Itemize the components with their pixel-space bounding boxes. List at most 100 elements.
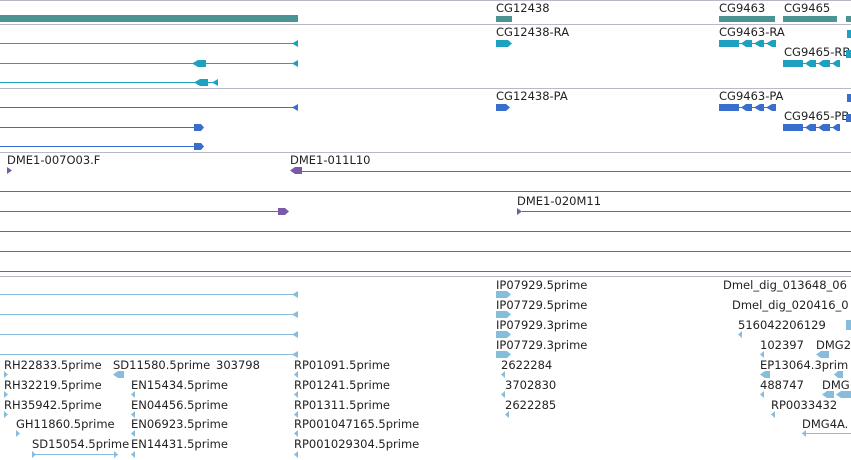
protein-feature[interactable] [783,124,840,131]
transcript-feature[interactable] [0,79,218,86]
est-feature[interactable] [771,411,775,418]
est-feature[interactable] [846,320,851,330]
est-label: RP0033432 [771,398,837,412]
est-track: IP07929.5prime IP07729.5prime IP07929.3p… [0,278,851,458]
gene-label: CG9463 [719,1,765,15]
est-feature[interactable] [496,351,511,358]
est-feature[interactable] [496,311,511,318]
est-feature[interactable] [294,451,298,458]
est-feature[interactable] [0,331,298,338]
est-feature[interactable] [834,371,843,378]
est-feature[interactable] [822,391,834,398]
protein-feature[interactable] [496,104,510,111]
est-feature[interactable] [131,391,135,398]
est-feature[interactable] [4,391,8,398]
gene-feature[interactable] [0,15,298,22]
est-feature[interactable] [760,351,764,358]
est-feature[interactable] [0,291,298,298]
clone-feature[interactable] [0,208,289,215]
track-dividers [0,0,851,277]
protein-feature[interactable] [0,143,204,150]
clone-feature[interactable] [290,167,851,174]
est-feature[interactable] [760,391,764,398]
transcript-feature[interactable] [783,60,840,67]
transcript-feature[interactable] [846,50,851,58]
est-label: SD15054.5prime [32,437,129,451]
gene-track: CG12438 CG9463 CG9465 [0,1,851,22]
transcript-feature[interactable] [719,40,776,47]
est-label: EN06923.5prime [131,417,228,431]
est-label: RH35942.5prime [4,398,102,412]
transcript-feature[interactable] [847,30,851,38]
est-feature[interactable] [738,331,742,338]
gene-label: CG9465 [784,1,830,15]
est-feature[interactable] [0,311,298,318]
est-label: 2622284 [501,358,552,372]
est-feature[interactable] [131,451,135,458]
est-label: EN04456.5prime [131,398,228,412]
protein-feature[interactable] [719,104,776,111]
est-label: IP07729.5prime [496,298,587,312]
est-feature[interactable] [505,411,509,418]
est-feature[interactable] [131,411,135,418]
est-feature[interactable] [131,430,135,437]
est-label: RP01091.5prime [294,358,390,372]
est-label: GH11860.5prime [16,417,115,431]
transcript-feature[interactable] [0,40,298,47]
est-feature[interactable] [760,371,770,378]
est-feature[interactable] [294,411,298,418]
est-label: IP07729.3prime [496,338,587,352]
est-feature[interactable] [32,451,118,458]
est-label: SD11580.5prime [113,358,210,372]
protein-label: CG9463-PA [719,89,784,103]
clone-feature[interactable] [517,208,851,215]
est-label: RP01311.5prime [294,398,390,412]
protein-feature[interactable] [847,94,851,102]
est-label: RP001029304.5prime [294,437,419,451]
est-label: 2622285 [505,398,556,412]
est-feature[interactable] [496,331,511,338]
est-feature[interactable] [4,411,8,418]
est-label: DMG4A. [802,417,848,431]
est-feature[interactable] [294,391,298,398]
protein-feature[interactable] [0,104,298,111]
protein-feature[interactable] [846,114,851,122]
clone-label: DME1-007O03.F [7,153,100,167]
est-label: RH22833.5prime [4,358,102,372]
est-feature[interactable] [802,430,851,437]
est-label: DMG2 [816,338,851,352]
protein-feature[interactable] [0,124,204,131]
est-label: DMG [822,378,850,392]
transcript-feature[interactable] [496,40,512,47]
est-feature[interactable] [496,291,511,298]
gene-feature[interactable] [496,16,512,22]
est-feature[interactable] [501,391,505,398]
est-feature[interactable] [294,371,298,378]
est-feature[interactable] [0,351,298,358]
protein-label: CG9465-PB [784,109,849,123]
clone-label: DME1-011L10 [290,153,371,167]
est-label: RP001047165.5prime [294,417,419,431]
est-label: RP01241.5prime [294,378,390,392]
est-label: Dmel_dig_013648_06 [723,278,847,292]
est-feature[interactable] [501,371,505,378]
gene-feature[interactable] [719,16,775,22]
est-feature[interactable] [16,430,20,437]
est-feature[interactable] [294,430,298,437]
gene-feature[interactable] [783,16,837,22]
est-label: IP07929.3prime [496,318,587,332]
est-feature[interactable] [816,351,829,358]
clone-feature[interactable] [7,167,12,174]
est-label: 516042206129 [738,318,826,332]
transcript-track: CG12438-RA CG9463-RA CG9465-RB [0,25,851,86]
est-feature[interactable] [4,371,8,378]
gene-feature[interactable] [846,16,851,22]
est-feature[interactable] [836,391,851,398]
est-label: EP13064.3prim [760,358,848,372]
protein-label: CG12438-PA [496,89,568,103]
transcript-feature[interactable] [0,60,298,67]
protein-track: CG12438-PA CG9463-PA CG9465-PB [0,89,851,150]
transcript-label: CG9463-RA [719,25,785,39]
est-feature[interactable] [113,371,124,378]
